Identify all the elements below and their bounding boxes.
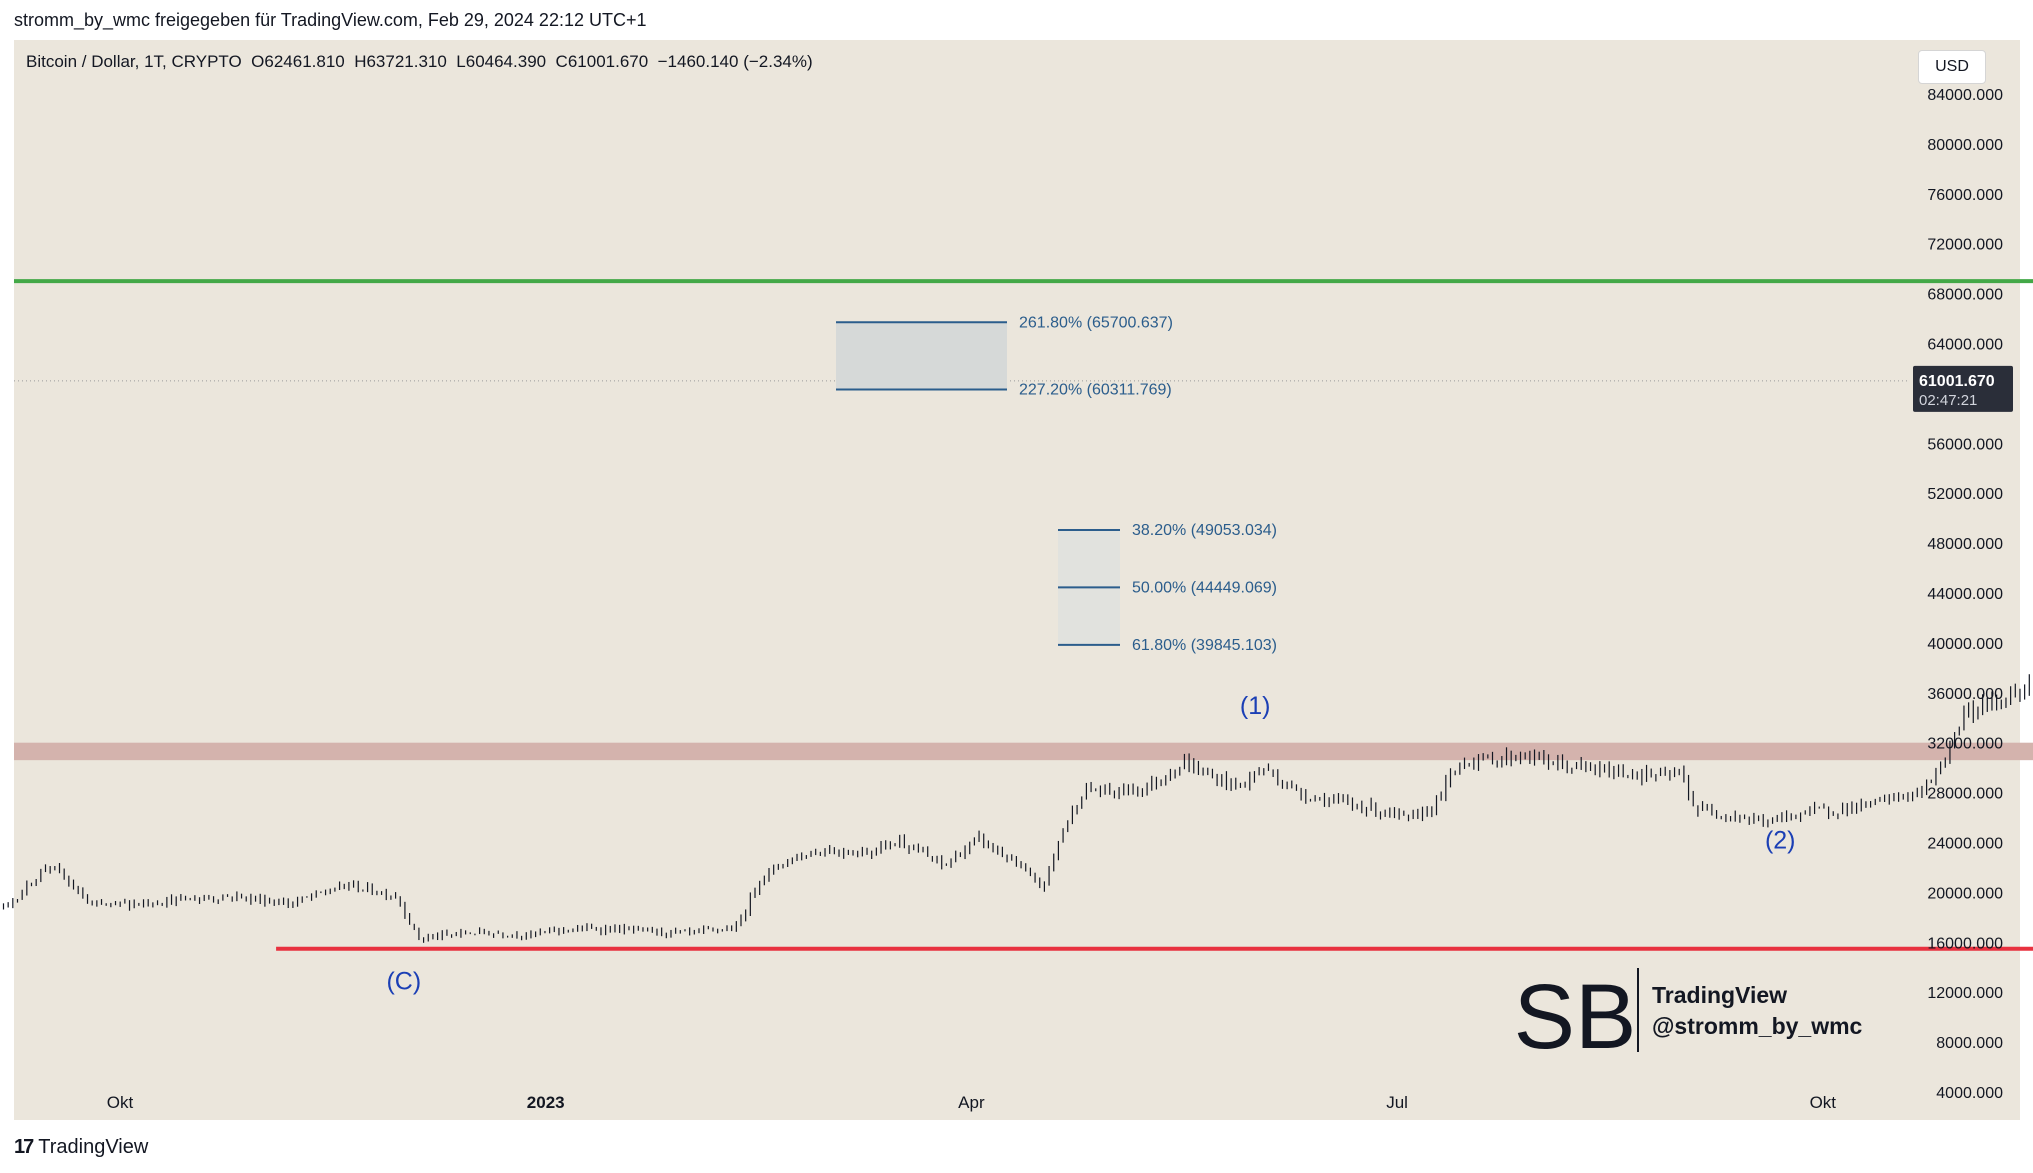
y-tick-label: 28000.000 <box>1927 786 2003 803</box>
watermark-line1: TradingView <box>1652 982 1787 1008</box>
wave-label-2: (2) <box>1765 827 1796 855</box>
chart-panel[interactable] <box>14 40 2020 1120</box>
x-tick-label: Okt <box>107 1093 134 1112</box>
fib-extension-label: 261.80% (65700.637) <box>1019 314 1173 331</box>
currency-button[interactable]: USD <box>1918 50 1986 84</box>
fib-retracement-label: 50.00% (44449.069) <box>1132 579 1277 596</box>
y-tick-label: 56000.000 <box>1927 436 2003 453</box>
fib-retracement-label: 61.80% (39845.103) <box>1132 637 1277 654</box>
y-tick-label: 16000.000 <box>1927 935 2003 952</box>
y-tick-label: 72000.000 <box>1927 237 2003 254</box>
watermark: SB TradingView @stromm_by_wmc <box>1514 966 1863 1068</box>
wave-label-c: (C) <box>386 968 421 996</box>
y-tick-label: 68000.000 <box>1927 287 2003 304</box>
y-tick-label: 64000.000 <box>1927 337 2003 354</box>
fib-extension-label: 227.20% (60311.769) <box>1019 382 1172 399</box>
watermark-line2: @stromm_by_wmc <box>1652 1013 1863 1039</box>
footer-brand: TradingView <box>38 1136 149 1158</box>
current-price-tag <box>1913 365 2013 412</box>
y-tick-label: 4000.000 <box>1936 1085 2003 1102</box>
x-tick-label: Apr <box>958 1093 985 1112</box>
y-tick-label: 32000.000 <box>1927 736 2003 753</box>
x-tick-label: 2023 <box>527 1093 565 1112</box>
y-tick-label: 76000.000 <box>1927 187 2003 204</box>
symbol-legend: Bitcoin / Dollar, 1T, CRYPTO O62461.810 … <box>26 52 813 71</box>
footer: 17 TradingView <box>14 1136 148 1159</box>
y-tick-label: 52000.000 <box>1927 486 2003 503</box>
tradingview-logo-icon: 17 <box>14 1136 34 1158</box>
y-tick-label: 20000.000 <box>1927 885 2003 902</box>
x-tick-label: Jul <box>1386 1093 1408 1112</box>
y-tick-label: 8000.000 <box>1936 1035 2003 1052</box>
x-tick-label: Okt <box>1810 1093 1837 1112</box>
fib-extension-box <box>836 322 1007 390</box>
wave-label-1: (1) <box>1240 692 1271 720</box>
shared-by-caption: stromm_by_wmc freigegeben für TradingVie… <box>14 10 647 30</box>
y-tick-label: 48000.000 <box>1927 536 2003 553</box>
y-tick-label: 84000.000 <box>1927 87 2003 104</box>
price-countdown: 02:47:21 <box>1919 392 1977 409</box>
y-tick-label: 36000.000 <box>1927 686 2003 703</box>
resistance-zone <box>14 742 2033 761</box>
watermark-initials: SB <box>1514 966 1637 1068</box>
y-tick-label: 40000.000 <box>1927 636 2003 653</box>
y-tick-label: 44000.000 <box>1927 586 2003 603</box>
y-tick-label: 24000.000 <box>1927 836 2003 853</box>
current-price-value: 61001.670 <box>1919 373 1995 390</box>
fib-retracement-label: 38.20% (49053.034) <box>1132 522 1277 539</box>
y-tick-label: 80000.000 <box>1927 137 2003 154</box>
y-tick-label: 12000.000 <box>1927 985 2003 1002</box>
